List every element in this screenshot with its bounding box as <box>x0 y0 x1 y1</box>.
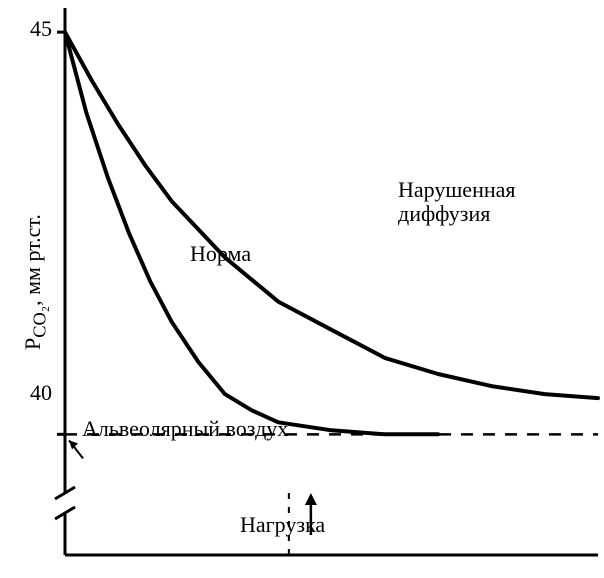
y-axis-title: PCO₂, мм рт.ст. <box>20 214 50 350</box>
y-title-sub: CO₂ <box>29 306 49 338</box>
x-annotation-label: Нагрузка <box>240 512 325 538</box>
reference-label: Альвеолярный воздух <box>82 416 288 442</box>
y-title-p1: P <box>20 338 45 350</box>
chart-container: 45 40 PCO₂, мм рт.ст. Норма Нарушенная д… <box>0 0 604 578</box>
y-title-p2: , мм рт.ст. <box>20 214 45 306</box>
y-tick-45: 45 <box>30 16 52 42</box>
series-label-normal: Норма <box>190 242 251 266</box>
y-tick-40: 40 <box>30 380 52 406</box>
chart-svg <box>0 0 604 578</box>
series-label-impaired: Нарушенная диффузия <box>398 178 588 226</box>
